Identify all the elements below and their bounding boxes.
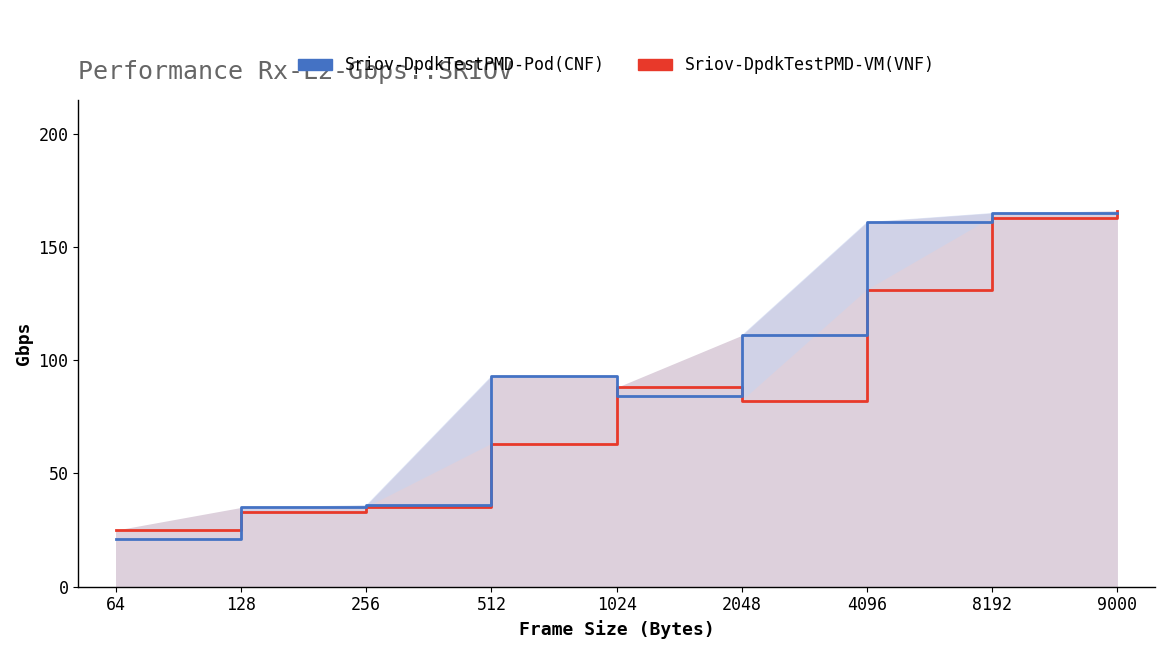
- Line: Sriov-DpdkTestPMD-Pod(CNF): Sriov-DpdkTestPMD-Pod(CNF): [116, 213, 1117, 539]
- Sriov-DpdkTestPMD-Pod(CNF): [359, 501, 373, 509]
- Sriov-DpdkTestPMD-VM(VNF): [234, 508, 248, 516]
- Sriov-DpdkTestPMD-Pod(CNF): [234, 504, 248, 511]
- Legend: Sriov-DpdkTestPMD-Pod(CNF), Sriov-DpdkTestPMD-VM(VNF): Sriov-DpdkTestPMD-Pod(CNF), Sriov-DpdkTe…: [291, 50, 942, 81]
- Sriov-DpdkTestPMD-VM(VNF): [359, 508, 373, 516]
- Sriov-DpdkTestPMD-VM(VNF): [109, 526, 123, 534]
- Sriov-DpdkTestPMD-Pod(CNF): [610, 392, 624, 400]
- Sriov-DpdkTestPMD-Pod(CNF): [1110, 209, 1124, 217]
- Sriov-DpdkTestPMD-VM(VNF): [1110, 207, 1124, 215]
- Sriov-DpdkTestPMD-VM(VNF): [985, 286, 999, 294]
- Sriov-DpdkTestPMD-VM(VNF): [735, 397, 749, 405]
- Sriov-DpdkTestPMD-VM(VNF): [610, 440, 624, 448]
- Sriov-DpdkTestPMD-VM(VNF): [484, 504, 498, 511]
- Sriov-DpdkTestPMD-VM(VNF): [985, 214, 999, 222]
- Sriov-DpdkTestPMD-Pod(CNF): [860, 218, 874, 226]
- Sriov-DpdkTestPMD-Pod(CNF): [610, 372, 624, 380]
- Sriov-DpdkTestPMD-Pod(CNF): [109, 535, 123, 543]
- Sriov-DpdkTestPMD-VM(VNF): [610, 383, 624, 391]
- Sriov-DpdkTestPMD-Pod(CNF): [735, 392, 749, 400]
- Sriov-DpdkTestPMD-Pod(CNF): [860, 332, 874, 339]
- Sriov-DpdkTestPMD-VM(VNF): [359, 504, 373, 511]
- Sriov-DpdkTestPMD-VM(VNF): [860, 397, 874, 405]
- Sriov-DpdkTestPMD-Pod(CNF): [985, 218, 999, 226]
- Sriov-DpdkTestPMD-VM(VNF): [1110, 214, 1124, 222]
- Sriov-DpdkTestPMD-VM(VNF): [484, 440, 498, 448]
- Sriov-DpdkTestPMD-Pod(CNF): [484, 501, 498, 509]
- Sriov-DpdkTestPMD-Pod(CNF): [1110, 209, 1124, 217]
- Sriov-DpdkTestPMD-VM(VNF): [735, 383, 749, 391]
- Sriov-DpdkTestPMD-VM(VNF): [234, 526, 248, 534]
- Text: Performance Rx-L2-Gbps::SRIOV: Performance Rx-L2-Gbps::SRIOV: [78, 60, 514, 84]
- Sriov-DpdkTestPMD-Pod(CNF): [484, 372, 498, 380]
- Sriov-DpdkTestPMD-VM(VNF): [860, 286, 874, 294]
- Line: Sriov-DpdkTestPMD-VM(VNF): Sriov-DpdkTestPMD-VM(VNF): [116, 211, 1117, 530]
- X-axis label: Frame Size (Bytes): Frame Size (Bytes): [518, 620, 715, 639]
- Sriov-DpdkTestPMD-Pod(CNF): [234, 535, 248, 543]
- Sriov-DpdkTestPMD-Pod(CNF): [985, 209, 999, 217]
- Sriov-DpdkTestPMD-Pod(CNF): [735, 332, 749, 339]
- Sriov-DpdkTestPMD-Pod(CNF): [359, 504, 373, 511]
- Y-axis label: Gbps: Gbps: [15, 322, 33, 365]
